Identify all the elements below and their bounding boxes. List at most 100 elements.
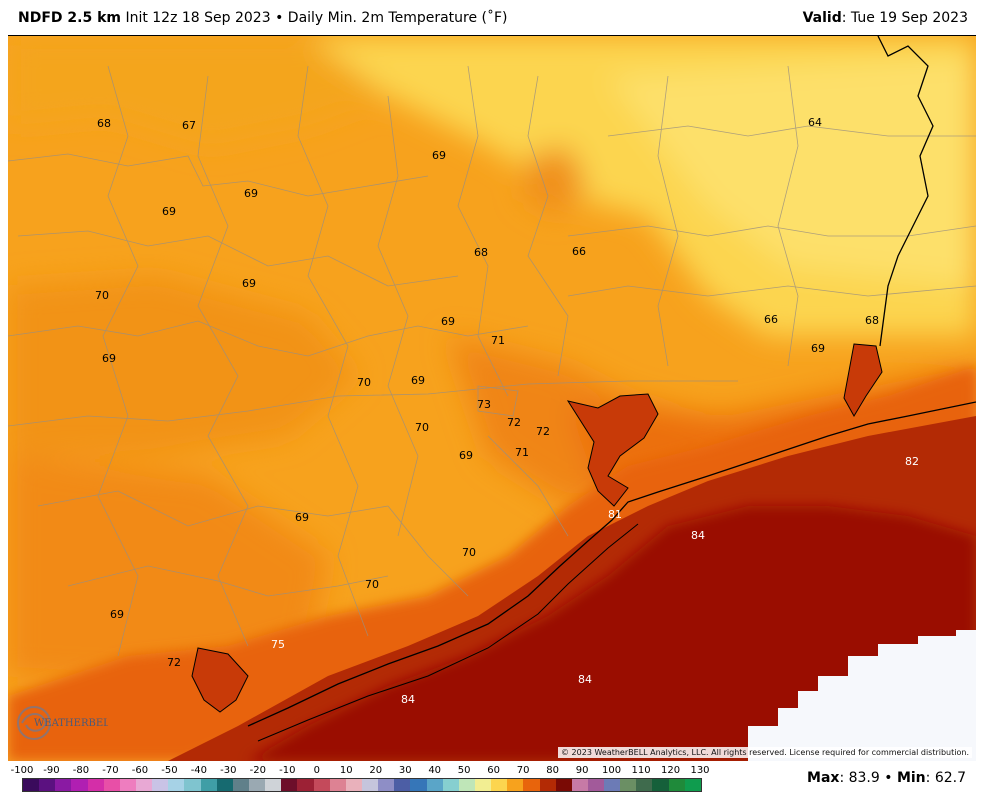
colorbar-tick-label: -100 <box>10 765 34 776</box>
temperature-label: 64 <box>808 116 822 129</box>
valid-label: Valid <box>802 10 842 26</box>
colorbar-segment <box>458 779 475 791</box>
min-value: : 62.7 <box>925 770 966 786</box>
colorbar-segment <box>152 779 169 791</box>
temperature-label: 69 <box>110 608 124 621</box>
colorbar-tick-label: -70 <box>102 765 119 776</box>
colorbar-tick-label: -50 <box>161 765 178 776</box>
colorbar-segment <box>668 779 685 791</box>
colorbar-segment <box>474 779 492 791</box>
stats-separator: • <box>884 770 893 786</box>
colorbar-segment <box>313 779 330 791</box>
temperature-label: 69 <box>411 374 425 387</box>
temperature-label: 72 <box>507 416 521 429</box>
temperature-label: 69 <box>162 205 176 218</box>
lake-outline <box>843 343 883 417</box>
colorbar-tick-label: 0 <box>313 765 320 776</box>
colorbar-segment <box>491 779 508 791</box>
colorbar-segment <box>620 779 637 791</box>
valid-date: : Tue 19 Sep 2023 <box>841 10 968 26</box>
temperature-label: 69 <box>459 449 473 462</box>
colorbar-segment <box>200 779 217 791</box>
min-label: Min <box>896 770 926 786</box>
colorbar-segment <box>87 779 104 791</box>
temperature-label: 70 <box>365 578 379 591</box>
galveston-bay <box>568 394 658 506</box>
colorbar-segment <box>216 779 233 791</box>
colorbar-tick-label: 50 <box>457 765 471 776</box>
temperature-label: 66 <box>572 245 586 258</box>
colorbar-tick-label: -80 <box>72 765 90 776</box>
max-label: Max <box>807 770 840 786</box>
temperature-label: 70 <box>95 289 109 302</box>
colorbar-tick-label: 90 <box>575 765 589 776</box>
max-min-stats: Max: 83.9 • Min: 62.7 <box>807 770 966 786</box>
colorbar-segment <box>168 779 185 791</box>
county-boundaries <box>8 65 976 657</box>
temperature-label: 68 <box>97 117 111 130</box>
temperature-label: 70 <box>462 546 476 559</box>
colorbar-segment <box>587 779 605 791</box>
colorbar-segment <box>281 779 298 791</box>
colorbar-segment <box>523 779 540 791</box>
coastline <box>247 401 976 727</box>
temperature-label: 71 <box>515 446 529 459</box>
colorbar-tick-label: -10 <box>279 765 296 776</box>
bay-outline-west <box>191 647 249 713</box>
init-time: Init 12z 18 Sep 2023 <box>125 10 271 26</box>
colorbar-tick-label: -20 <box>249 765 266 776</box>
colorbar-segment <box>361 779 379 791</box>
temperature-label: 84 <box>578 673 592 686</box>
colorbar-tick-label: 70 <box>516 765 530 776</box>
colorbar-tick-label: -30 <box>220 765 237 776</box>
colorbar-segment <box>410 779 427 791</box>
colorbar-tick-label: 100 <box>602 765 622 776</box>
colorbar-tick-label: 130 <box>690 765 710 776</box>
temperature-label: 70 <box>415 421 429 434</box>
temperature-label: 69 <box>432 149 446 162</box>
temperature-map: 68 67 69 69 69 66 64 68 70 69 69 71 66 68 69 69 70 69 73 72… <box>8 35 976 761</box>
temperature-label: 67 <box>182 119 196 132</box>
colorbar-segment <box>55 779 72 791</box>
temperature-label: 70 <box>357 376 371 389</box>
temperature-label: 81 <box>608 508 622 521</box>
colorbar-segment <box>103 779 120 791</box>
colorbar-segment <box>329 779 346 791</box>
matagorda-bay <box>192 648 248 712</box>
colorbar-tick-label: 40 <box>428 765 442 776</box>
sabine-lake <box>844 344 882 416</box>
temperature-label: 69 <box>441 315 455 328</box>
temperature-label: 69 <box>242 277 256 290</box>
temperature-label: 71 <box>491 334 505 347</box>
max-value: : 83.9 <box>839 770 880 786</box>
temperature-label: 69 <box>244 187 258 200</box>
colorbar-segment <box>507 779 524 791</box>
colorbar-segment <box>39 779 56 791</box>
colorbar-segment <box>442 779 459 791</box>
temperature-label: 69 <box>102 352 116 365</box>
colorbar-tick-label: -60 <box>131 765 149 776</box>
temperature-label: 69 <box>295 511 309 524</box>
colorbar-segment <box>684 779 701 791</box>
colorbar-tick-label: 60 <box>487 765 501 776</box>
temperature-label: 68 <box>865 314 879 327</box>
copyright-notice: © 2023 WeatherBELL Analytics, LLC. All r… <box>558 747 972 758</box>
colorbar-segment <box>539 779 556 791</box>
colorbar-ticks: -100 -90 -80 -70 -60 -50 -40 -30 -20 -10 0 10 20 30 40… <box>10 765 710 779</box>
barrier-islands <box>257 523 639 742</box>
colorbar-tick-label: 20 <box>369 765 383 776</box>
weatherbell-logo: WEATHERBELL <box>12 701 108 745</box>
coastal-warm-zone <box>8 366 976 761</box>
colorbar-segment <box>297 779 314 791</box>
no-data-region <box>748 630 976 761</box>
colorbar-tick-label: 30 <box>398 765 412 776</box>
temperature-label: 82 <box>905 455 919 468</box>
colorbar-tick-label: -90 <box>43 765 60 776</box>
colorbar-segment <box>636 779 653 791</box>
header-title: NDFD 2.5 km Init 12z 18 Sep 2023 • Daily… <box>18 10 508 26</box>
colorbar <box>22 778 702 792</box>
colorbar-tick-label: -40 <box>190 765 208 776</box>
colorbar-tick-label: 10 <box>339 765 353 776</box>
colorbar-segment <box>248 779 266 791</box>
colorbar-segment <box>394 779 411 791</box>
